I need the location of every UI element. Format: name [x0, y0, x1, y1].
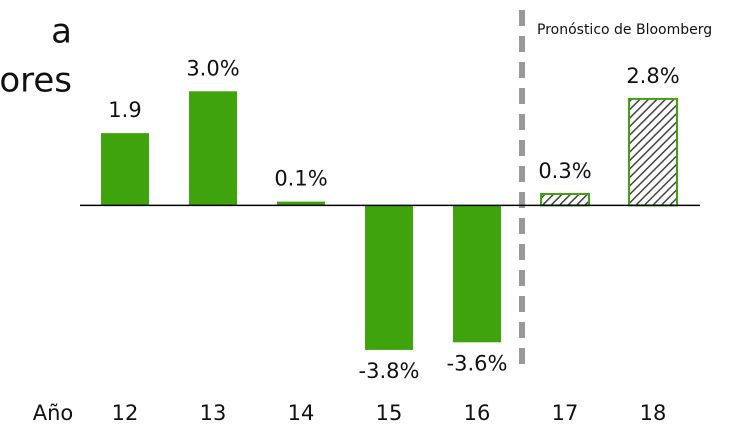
bar	[101, 133, 149, 206]
x-tick-label: 15	[376, 401, 403, 425]
x-tick-label: 17	[552, 401, 579, 425]
title-fragment: a	[51, 12, 72, 52]
annotation: Pronóstico de Bloomberg	[537, 22, 712, 38]
title-fragment: ores	[0, 61, 72, 101]
bar	[453, 205, 501, 343]
x-tick-label: 14	[288, 401, 315, 425]
x-axis-label: Año	[33, 401, 74, 425]
value-label: 3.0%	[186, 56, 239, 80]
x-tick-label: 12	[112, 401, 139, 425]
x-tick-label: 16	[464, 401, 491, 425]
value-label: 2.8%	[626, 64, 679, 88]
value-label: 0.3%	[538, 159, 591, 183]
value-label: -3.6%	[447, 351, 508, 375]
bar	[365, 205, 413, 350]
value-label: -3.8%	[359, 359, 420, 383]
x-tick-label: 18	[640, 401, 667, 425]
bar	[540, 192, 590, 207]
value-label: 0.1%	[274, 167, 327, 191]
bar	[277, 201, 325, 206]
x-tick-label: 13	[200, 401, 227, 425]
value-label: 1.9	[108, 98, 141, 122]
bar	[628, 97, 678, 207]
bar	[189, 91, 237, 206]
